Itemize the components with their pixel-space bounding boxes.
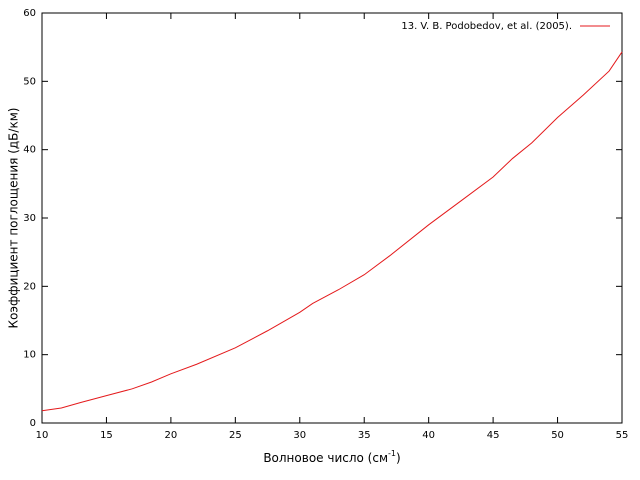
x-tick-label: 40 bbox=[422, 430, 435, 441]
x-tick-label: 20 bbox=[165, 430, 178, 441]
y-tick-label: 40 bbox=[23, 145, 36, 156]
plot-frame bbox=[41, 12, 623, 424]
y-tick-label: 30 bbox=[23, 213, 36, 224]
x-label-tail: ) bbox=[396, 451, 401, 465]
x-label-sup: -1 bbox=[388, 449, 396, 458]
x-label-main: Волновое число (см bbox=[263, 451, 388, 465]
x-tick-label: 30 bbox=[293, 430, 306, 441]
legend-label: 13. V. B. Podobedov, et al. (2005). bbox=[401, 21, 572, 32]
x-tick-label: 55 bbox=[616, 430, 629, 441]
y-tick-label: 50 bbox=[23, 76, 36, 87]
x-tick-label: 15 bbox=[100, 430, 113, 441]
data-line bbox=[41, 51, 623, 412]
x-tick-label: 10 bbox=[36, 430, 49, 441]
y-tick-label: 20 bbox=[23, 281, 36, 292]
x-tick-label: 45 bbox=[487, 430, 500, 441]
x-tick-label: 35 bbox=[358, 430, 371, 441]
y-axis-label: Коэффициент поглощения (дБ/км) bbox=[7, 108, 21, 329]
x-tick-label: 50 bbox=[551, 430, 564, 441]
x-axis-label: Волновое число (см-1) bbox=[263, 449, 400, 465]
x-tick-label: 25 bbox=[229, 430, 242, 441]
y-tick-label: 10 bbox=[23, 350, 36, 361]
y-tick-label: 0 bbox=[30, 418, 36, 429]
y-tick-label: 60 bbox=[23, 8, 36, 19]
